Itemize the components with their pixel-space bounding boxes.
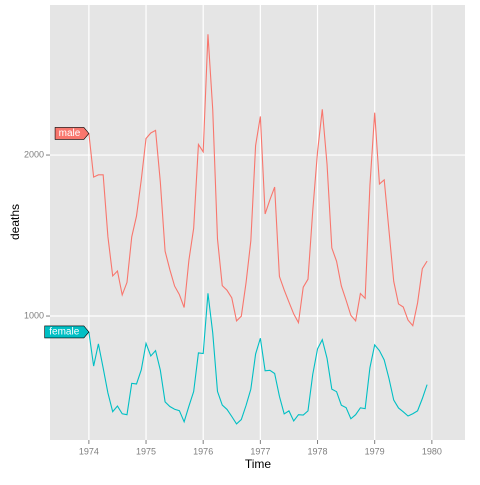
x-tick-label: 1974 bbox=[79, 446, 99, 456]
y-axis-label: deaths bbox=[8, 204, 22, 240]
x-tick-label: 1980 bbox=[422, 446, 442, 456]
series-label-box bbox=[54, 127, 90, 140]
x-axis-label: Time bbox=[245, 457, 272, 471]
series-label: male bbox=[59, 128, 81, 139]
x-tick-label: 1975 bbox=[136, 446, 156, 456]
y-tick-label: 2000 bbox=[24, 149, 44, 159]
x-tick-label: 1978 bbox=[308, 446, 328, 456]
line bbox=[88, 34, 428, 327]
y-tick-label: 1000 bbox=[24, 310, 44, 320]
x-tick-label: 1976 bbox=[193, 446, 213, 456]
series-label-box bbox=[44, 325, 90, 339]
series-label: female bbox=[49, 327, 79, 338]
x-tick-label: 1979 bbox=[365, 446, 385, 456]
x-tick-label: 1977 bbox=[250, 446, 270, 456]
line bbox=[88, 293, 428, 425]
panel bbox=[50, 5, 465, 440]
